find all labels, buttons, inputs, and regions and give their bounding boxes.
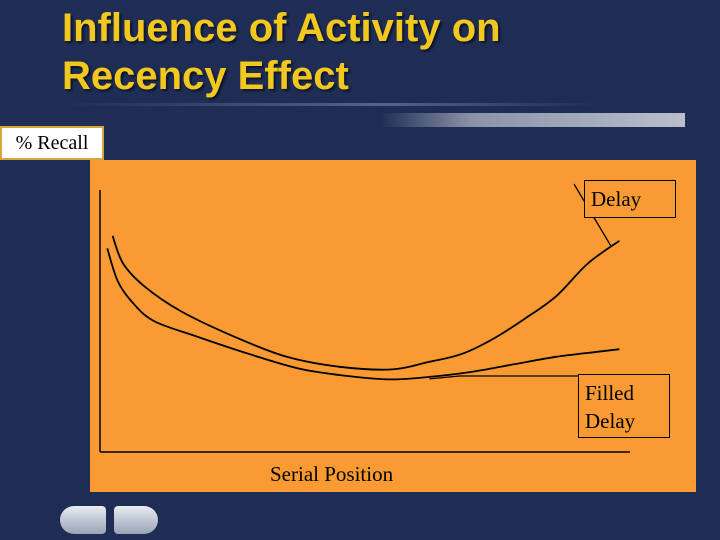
y-axis-label: % Recall [0, 126, 104, 160]
legend-label-filled-line-1: Filled [585, 381, 635, 405]
title-divider-line [60, 103, 600, 106]
series-layer [106, 235, 620, 381]
legend-leader-filled-delay [429, 375, 578, 380]
legend-entry-filled-delay: Filled Delay [578, 374, 670, 438]
legend-label-delay: Delay [591, 187, 642, 211]
title-divider-bar [380, 113, 685, 127]
legend-label-filled-line-2: Delay [585, 409, 636, 433]
slide-title: Influence of Activity on Recency Effect [62, 4, 622, 100]
series-line-delay [111, 235, 620, 371]
series-line-filled-delay [106, 248, 620, 381]
legend-entry-delay: Delay [584, 180, 676, 218]
x-axis-label: Serial Position [270, 462, 394, 486]
next-slide-button[interactable] [114, 506, 158, 534]
chart-plot [99, 183, 630, 453]
previous-slide-button[interactable] [60, 506, 106, 534]
slide-title-line-2: Recency Effect [62, 54, 349, 98]
slide-title-line-1: Influence of Activity on [62, 6, 501, 50]
